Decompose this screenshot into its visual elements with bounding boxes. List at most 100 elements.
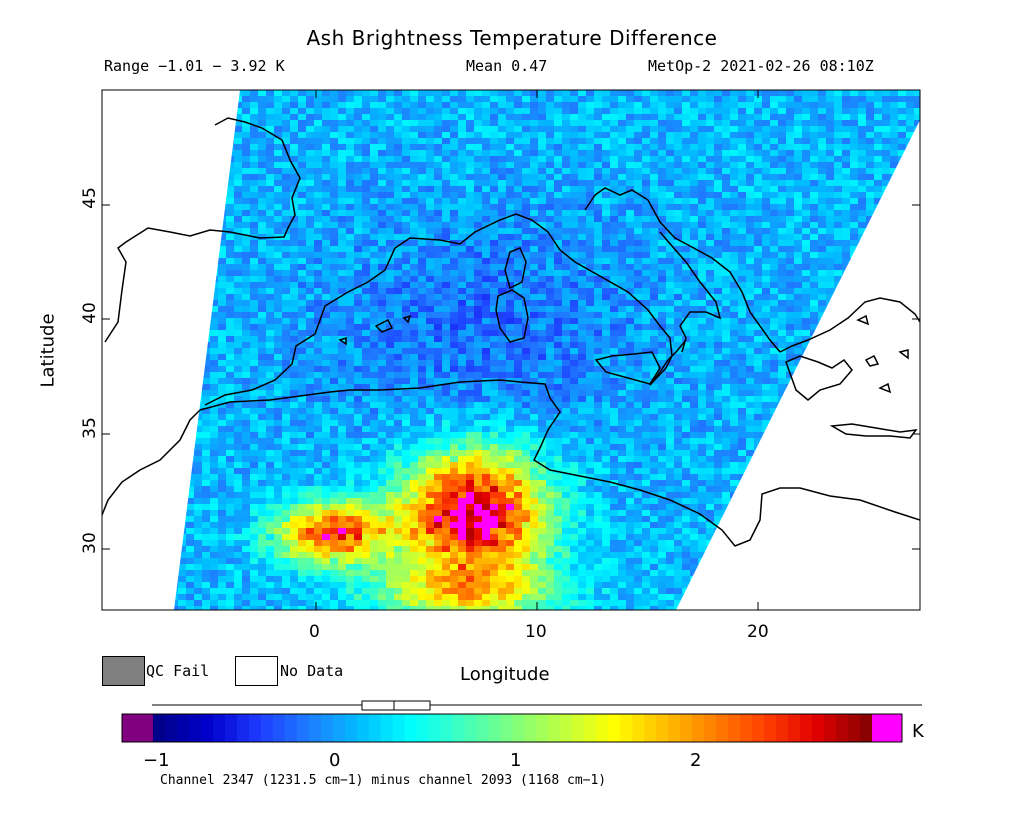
colorbar-segment <box>524 714 538 742</box>
chart-title: Ash Brightness Temperature Difference <box>306 26 718 50</box>
xtick-0: 0 <box>309 622 320 642</box>
colorbar-segment <box>800 714 813 742</box>
colorbar-under <box>122 714 153 742</box>
coastlines <box>102 117 920 547</box>
colorbar-slider-handle[interactable] <box>361 700 431 711</box>
colorbar-segment <box>416 714 430 742</box>
colorbar-segment <box>512 714 526 742</box>
colorbar-segment <box>476 714 490 742</box>
colorbar-segment <box>164 714 178 742</box>
y-axis-label: Latitude <box>37 313 59 388</box>
x-axis-label: Longitude <box>460 664 550 685</box>
coastline-greece <box>779 297 920 353</box>
colorbar-segment <box>560 714 574 742</box>
colorbar-segment <box>812 714 825 742</box>
channel-note: Channel 2347 (1231.5 cm−1) minus channel… <box>160 773 607 788</box>
colorbar-segment <box>572 714 585 742</box>
colorbar-segment <box>188 714 202 742</box>
colorbar-segment <box>728 714 741 742</box>
colorbar-frame <box>121 713 903 743</box>
colorbar-segment <box>764 714 777 742</box>
colorbar-segment <box>584 714 597 742</box>
colorbar-segment <box>536 714 550 742</box>
colorbar-segment <box>236 714 250 742</box>
colorbar-segment <box>836 714 849 742</box>
colorbar-segment <box>428 714 442 742</box>
colorbar-segment <box>284 714 298 742</box>
colorbar-tick-1: 1 <box>510 750 522 771</box>
coastline-calabria <box>649 339 687 386</box>
colorbar-segment <box>224 714 238 742</box>
colorbar-segment <box>248 714 262 742</box>
colorbar-segment <box>848 714 861 742</box>
colorbar-segment <box>644 714 657 742</box>
no-data-label: No Data <box>280 662 344 680</box>
xtick-10: 10 <box>525 622 547 642</box>
mean-label: Mean 0.47 <box>466 57 548 75</box>
coastline-peloponnese <box>785 355 853 401</box>
coastline-morocco-atlantic <box>102 409 201 516</box>
axis-ticks <box>102 90 920 610</box>
coastline-west-europe <box>104 117 301 343</box>
colorbar-segment <box>296 714 310 742</box>
colorbar-over <box>872 714 902 742</box>
colorbar-segment <box>500 714 514 742</box>
colorbar-segment <box>272 714 286 742</box>
colorbar-segment <box>452 714 466 742</box>
colorbar-segment <box>776 714 789 742</box>
colorbar-segment <box>320 714 334 742</box>
map-frame <box>101 89 921 611</box>
colorbar-segment <box>200 714 214 742</box>
colorbar-segment <box>620 714 633 742</box>
ytick-30: 30 <box>80 532 100 554</box>
no-data-swatch <box>235 656 278 686</box>
coastline-north-africa <box>199 379 920 547</box>
colorbar-segment <box>656 714 669 742</box>
colorbar-segment <box>380 714 394 742</box>
colorbar-segment <box>680 714 693 742</box>
colorbar-tick-2: 2 <box>690 750 702 771</box>
colorbar-segment <box>608 714 621 742</box>
xtick-20: 20 <box>747 622 769 642</box>
ytick-45: 45 <box>80 187 100 209</box>
colorbar-segment <box>356 714 370 742</box>
colorbar-segment <box>440 714 454 742</box>
range-label: Range −1.01 − 3.92 K <box>104 57 285 75</box>
colorbar-segment <box>368 714 382 742</box>
colorbar-segment <box>632 714 645 742</box>
colorbar-segment <box>176 714 190 742</box>
coastline-italy-east <box>659 231 722 353</box>
colorbar-segment <box>332 714 346 742</box>
colorbar-segment <box>344 714 358 742</box>
colorbar-segment <box>860 714 873 742</box>
colorbar-segment <box>752 714 765 742</box>
coastline-crete <box>829 423 918 439</box>
colorbar-segment <box>260 714 274 742</box>
colorbar-segment <box>704 714 717 742</box>
colorbar-segment <box>824 714 837 742</box>
colorbar-segment <box>740 714 753 742</box>
colorbar <box>121 713 903 743</box>
colorbar-segment <box>596 714 609 742</box>
ytick-35: 35 <box>80 417 100 439</box>
colorbar-unit: K <box>912 721 924 742</box>
qc-fail-label: QC Fail <box>146 662 210 680</box>
colorbar-segment <box>716 714 729 742</box>
colorbar-tick-0: 0 <box>329 750 341 771</box>
colorbar-segment <box>464 714 478 742</box>
colorbar-segment <box>692 714 705 742</box>
coastline-sicily <box>594 351 661 385</box>
btd-pixel-field <box>174 90 920 610</box>
colorbar-segment <box>668 714 681 742</box>
colorbar-segment <box>212 714 226 742</box>
coastline-adriatic <box>584 187 781 353</box>
colorbar-segment <box>404 714 418 742</box>
qc-fail-swatch <box>102 656 145 686</box>
coastline-sardinia <box>495 289 529 343</box>
satellite-time-label: MetOp-2 2021-02-26 08:10Z <box>648 57 874 75</box>
colorbar-segment <box>788 714 801 742</box>
coastline-corsica <box>504 247 527 290</box>
colorbar-segment <box>548 714 562 742</box>
coastline-balearic <box>338 314 412 346</box>
